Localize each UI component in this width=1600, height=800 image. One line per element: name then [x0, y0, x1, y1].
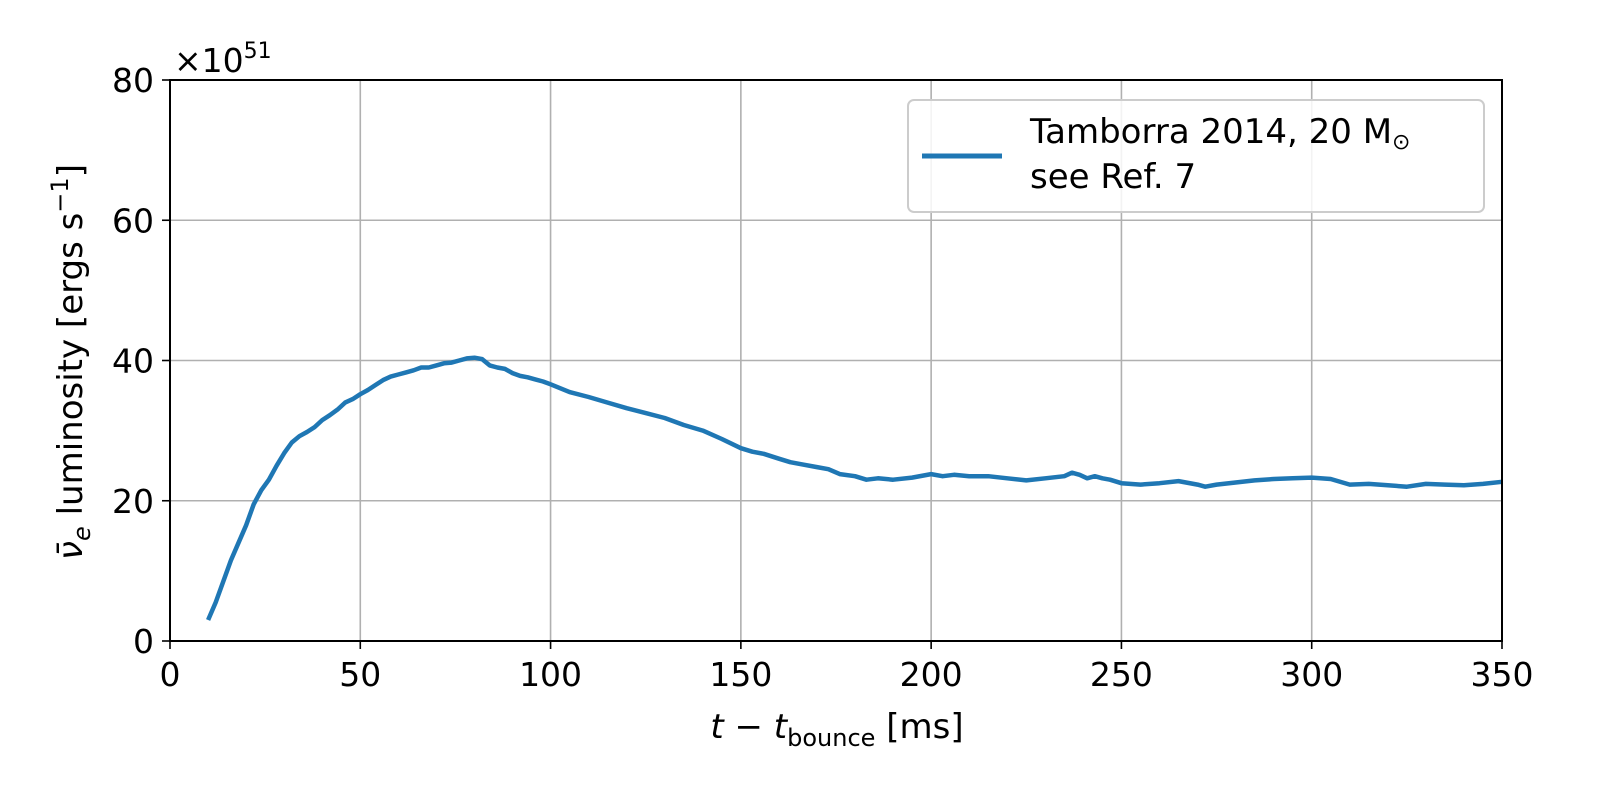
x-tick-label: 0 [160, 655, 181, 694]
x-tick-label: 100 [519, 655, 582, 694]
x-axis-label: t − tbounce [ms] [710, 707, 963, 752]
y-tick-label: 40 [112, 342, 154, 381]
x-tick-label: 350 [1471, 655, 1534, 694]
x-axis-ticks: 0 50 100 150 200 250 300 350 [160, 641, 1534, 694]
x-axis-label-main: t − t [710, 707, 788, 747]
y-axis-label-symbol: ν̄ [51, 541, 91, 560]
x-axis-label-sub: bounce [787, 724, 875, 752]
legend-sun-symbol: ⊙ [1392, 130, 1410, 155]
y-tick-label: 20 [112, 482, 154, 521]
y-tick-label: 0 [133, 622, 154, 661]
y-axis-multiplier: ×1051 [174, 39, 272, 80]
legend-box [907, 99, 1485, 213]
y-axis-label-sub: e [68, 526, 96, 541]
x-tick-label: 250 [1090, 655, 1153, 694]
legend-series-name: Tamborra 2014, 20 M [1029, 112, 1392, 152]
y-multiplier-base: ×10 [174, 41, 244, 80]
y-multiplier-exponent: 51 [244, 39, 272, 64]
x-tick-label: 300 [1280, 655, 1343, 694]
legend-entry-line1: Tamborra 2014, 20 M⊙ [1029, 112, 1410, 155]
series-line [206, 355, 1503, 621]
x-tick-label: 200 [900, 655, 963, 694]
y-axis-label-sup: −1 [46, 177, 74, 212]
x-axis-label-unit: [ms] [875, 707, 963, 747]
y-axis-label-end: ] [51, 164, 91, 177]
x-tick-label: 150 [709, 655, 772, 694]
y-axis-label: ν̄e luminosity [ergs s−1] [46, 164, 96, 560]
x-tick-label: 50 [339, 655, 381, 694]
y-axis-label-main: luminosity [ergs s [51, 213, 91, 527]
series-layer [206, 355, 1503, 621]
legend-entry-line2: see Ref. 7 [1030, 157, 1196, 197]
legend: Tamborra 2014, 20 M⊙ see Ref. 7 [907, 99, 1485, 213]
y-tick-label: 60 [112, 201, 154, 240]
y-axis-ticks: 0 20 40 60 80 [112, 61, 170, 661]
y-tick-label: 80 [112, 61, 154, 100]
